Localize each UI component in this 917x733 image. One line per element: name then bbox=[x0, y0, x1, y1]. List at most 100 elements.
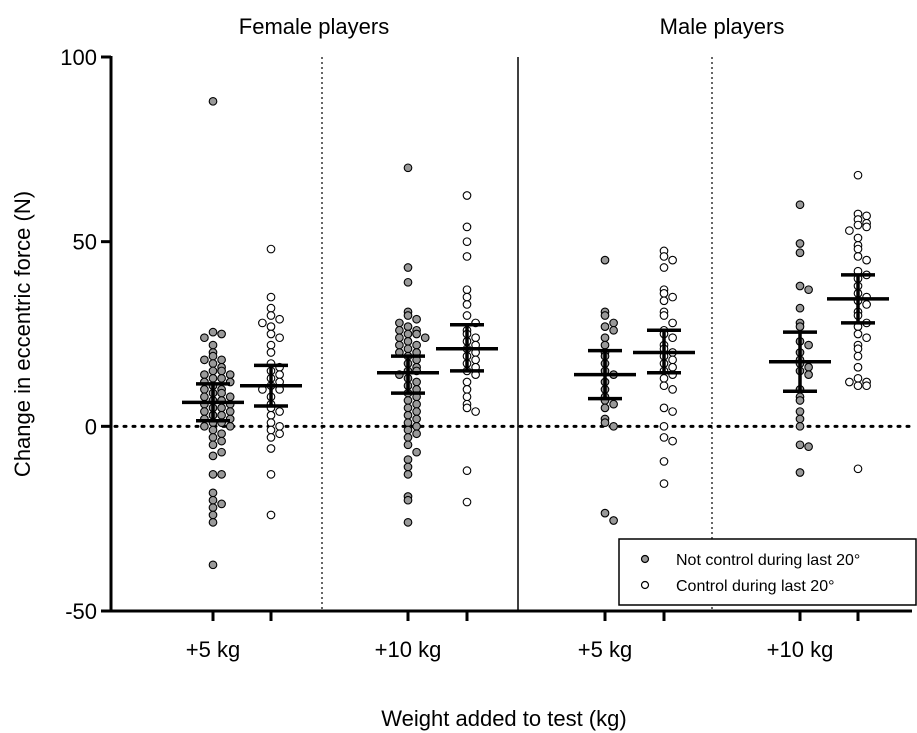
data-point bbox=[600, 418, 610, 427]
data-point bbox=[403, 396, 413, 405]
data-point bbox=[258, 318, 267, 328]
data-points bbox=[200, 96, 871, 570]
data-point bbox=[462, 292, 472, 302]
data-point bbox=[208, 503, 218, 512]
data-point bbox=[225, 421, 235, 431]
data-point bbox=[600, 311, 610, 320]
data-point bbox=[853, 252, 863, 261]
y-tick-label: 0 bbox=[85, 414, 97, 439]
data-point bbox=[208, 96, 218, 106]
legend-label-not-control: Not control during last 20° bbox=[676, 552, 860, 569]
data-point bbox=[795, 414, 805, 424]
data-point bbox=[659, 311, 669, 320]
data-point bbox=[217, 329, 226, 339]
data-point bbox=[266, 418, 276, 427]
data-point bbox=[668, 355, 677, 365]
data-point bbox=[600, 322, 610, 331]
data-point bbox=[217, 403, 226, 413]
data-point bbox=[795, 303, 805, 313]
data-point bbox=[200, 355, 209, 365]
y-tick-label: 100 bbox=[60, 45, 97, 70]
data-point bbox=[403, 329, 413, 339]
data-point bbox=[795, 281, 805, 291]
data-point bbox=[462, 403, 472, 413]
data-point bbox=[266, 311, 276, 320]
data-point bbox=[403, 518, 413, 527]
data-point bbox=[659, 433, 669, 442]
data-point bbox=[659, 296, 669, 306]
data-point bbox=[266, 425, 276, 435]
data-point bbox=[668, 292, 677, 302]
data-point bbox=[804, 340, 813, 350]
data-point bbox=[471, 333, 480, 343]
data-point bbox=[217, 355, 226, 365]
data-point bbox=[462, 392, 472, 402]
data-point bbox=[462, 377, 472, 387]
data-point bbox=[200, 370, 209, 379]
data-point bbox=[200, 421, 209, 431]
data-point bbox=[275, 429, 284, 439]
data-point bbox=[795, 200, 805, 210]
data-point bbox=[462, 222, 472, 232]
data-point bbox=[200, 385, 209, 394]
data-point bbox=[395, 340, 404, 350]
data-point bbox=[462, 311, 472, 320]
data-point bbox=[412, 447, 421, 457]
data-point bbox=[795, 468, 805, 477]
data-point bbox=[403, 403, 413, 413]
data-point bbox=[395, 333, 404, 343]
data-point bbox=[609, 325, 618, 335]
data-point bbox=[208, 433, 218, 442]
data-point bbox=[668, 385, 677, 394]
data-point bbox=[804, 285, 813, 295]
data-point bbox=[266, 303, 276, 313]
data-point bbox=[217, 469, 226, 479]
legend-label-control: Control during last 20° bbox=[676, 578, 834, 595]
data-point bbox=[403, 469, 413, 479]
data-point bbox=[217, 499, 226, 509]
y-axis-title: Change in eccentric force (N) bbox=[10, 191, 35, 477]
data-point bbox=[471, 355, 480, 365]
data-point bbox=[600, 508, 610, 518]
data-point bbox=[208, 327, 218, 337]
data-point bbox=[403, 495, 413, 505]
data-point bbox=[208, 359, 218, 368]
data-point bbox=[462, 300, 472, 309]
data-point bbox=[208, 351, 218, 361]
data-point bbox=[862, 333, 871, 343]
data-point bbox=[462, 191, 472, 200]
data-point bbox=[266, 433, 276, 442]
data-point bbox=[266, 410, 276, 420]
data-point bbox=[403, 440, 413, 450]
axes: -50 0 50 100 +5 kg +10 kg +5 kg +10 kg bbox=[60, 45, 912, 662]
data-point bbox=[853, 362, 863, 372]
data-point bbox=[208, 451, 218, 461]
data-point bbox=[217, 388, 226, 398]
data-point bbox=[795, 407, 805, 416]
data-point bbox=[217, 366, 226, 376]
data-point bbox=[412, 414, 421, 424]
data-point bbox=[795, 239, 805, 248]
data-point bbox=[853, 329, 863, 339]
data-point bbox=[853, 373, 863, 383]
data-point bbox=[659, 373, 669, 383]
data-point bbox=[200, 407, 209, 416]
data-point bbox=[225, 392, 235, 402]
data-point bbox=[266, 348, 276, 357]
data-point bbox=[412, 421, 421, 431]
y-tick-label: 50 bbox=[73, 230, 97, 255]
data-point bbox=[208, 495, 218, 505]
panel-label-male: Male players bbox=[660, 14, 785, 39]
data-point bbox=[853, 344, 863, 354]
data-point bbox=[853, 464, 863, 474]
data-point bbox=[208, 366, 218, 376]
data-point bbox=[845, 377, 854, 387]
data-point bbox=[395, 325, 404, 335]
data-point bbox=[471, 407, 480, 416]
data-point bbox=[609, 516, 618, 525]
data-point bbox=[659, 403, 669, 413]
data-point bbox=[200, 392, 209, 402]
data-point bbox=[659, 289, 669, 298]
data-point bbox=[208, 425, 218, 435]
data-point bbox=[462, 285, 472, 295]
